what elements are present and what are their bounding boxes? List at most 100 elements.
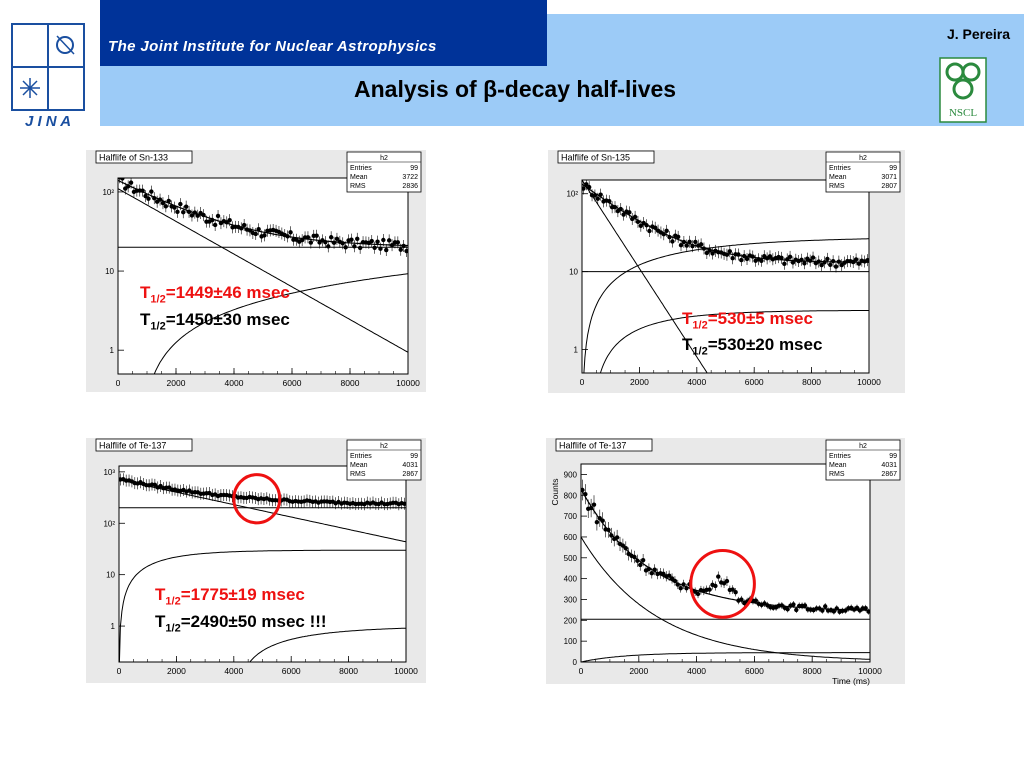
data-point [143,193,148,199]
data-point [308,240,314,245]
y-tick-label: 10 [569,268,578,277]
stats-value: 4031 [402,462,418,469]
stats-name: h2 [380,155,388,162]
data-point [866,609,870,614]
x-tick-label: 8000 [341,378,360,388]
data-point [802,261,807,266]
data-point [401,243,406,249]
chart-title-text: Halflife of Sn-135 [561,153,630,163]
data-point [820,608,825,613]
chart-panel-te137-log: Halflife of Te-137 h2 Entries 99 Mean 4031 RMS… [86,438,426,683]
stats-name: h2 [859,155,867,162]
stats-value: 99 [410,453,418,460]
data-point [681,239,687,245]
stats-box: h2 Entries 99 Mean 3722 RMS 2836 [346,151,422,193]
author-name: J. Pereira [946,26,1010,42]
data-point [623,545,628,551]
data-point [349,237,354,242]
highlight-circle [232,473,282,525]
data-point [253,231,258,237]
data-point [583,491,588,497]
stats-value: 2867 [881,471,897,478]
data-point [664,228,669,234]
x-tick-label: 8000 [802,377,821,387]
data-point [635,558,640,563]
data-point [582,186,586,191]
stats-box: h2 Entries 99 Mean 4031 RMS 2867 [825,439,901,481]
data-point [215,213,221,219]
data-point [819,262,824,268]
annotation-sn133-fit: T1/2=1449±46 msec [140,283,290,306]
data-point [152,482,158,488]
x-tick-label: 8000 [339,666,358,676]
chart-title: Halflife of Te-137 [95,438,193,452]
data-point [212,222,218,228]
data-point [285,234,290,239]
data-point [830,259,836,264]
chart-title-text: Halflife of Te-137 [559,441,626,451]
y-tick-label: 400 [564,575,578,584]
y-tick-label: 10² [103,519,115,528]
data-point [669,576,675,581]
stats-box-frame [825,439,901,481]
data-point [741,253,747,259]
data-point [632,214,638,220]
data-point [584,182,589,187]
x-tick-label: 2000 [629,666,648,676]
chart-title-box [95,150,193,164]
data-point [149,189,154,194]
data-point [299,237,305,243]
data-point [638,223,644,228]
data-point [331,240,337,245]
data-point [627,210,632,215]
data-point [724,578,730,584]
fit-component-4 [599,310,869,373]
stats-value: 2836 [402,183,418,190]
x-tick-label: 4000 [225,378,244,388]
data-point [799,257,804,262]
jina-logo: J I N A [8,18,88,130]
x-axis-label: Time (ms) [832,676,870,686]
stats-value: 2807 [881,183,897,190]
x-tick-label: 0 [579,666,584,676]
x-tick-label: 2000 [630,377,649,387]
data-point [681,582,686,587]
data-point [357,245,363,251]
plot-area [117,177,409,375]
chart-title: Halflife of Sn-135 [557,150,655,164]
y-tick-label: 10 [106,571,115,580]
chart-title-box [557,150,655,164]
data-point [802,603,808,608]
y-tick-label: 900 [564,470,578,479]
data-point [247,228,253,233]
data-point [810,255,816,260]
data-point [600,518,605,523]
chart-title: Halflife of Te-137 [555,438,653,452]
data-point [736,252,741,257]
annotation-te137-literature: T1/2=2490±50 msec !!! [155,612,327,635]
data-point [831,609,837,614]
fit-component-3 [581,652,870,662]
data-point [854,605,860,611]
data-point [618,206,623,212]
data-point [836,259,842,264]
x-tick-label: 4000 [687,666,706,676]
data-point [592,193,598,198]
data-point [597,516,602,521]
stats-label: Mean [350,174,368,181]
data-point [404,248,408,254]
data-point [381,237,386,243]
plot-content [118,178,408,374]
data-point [675,582,681,587]
data-point [753,598,759,603]
page-title: Analysis of β-decay half-lives [354,76,677,102]
data-point [195,213,200,218]
data-point [375,239,380,244]
institute-banner: The Joint Institute for Nuclear Astrophy… [100,0,547,66]
data-point [704,250,710,256]
chart-title-box [555,438,653,452]
x-tick-label: 10000 [858,666,882,676]
data-point [201,212,206,218]
x-tick-label: 6000 [283,378,302,388]
stats-box-frame [346,439,422,481]
